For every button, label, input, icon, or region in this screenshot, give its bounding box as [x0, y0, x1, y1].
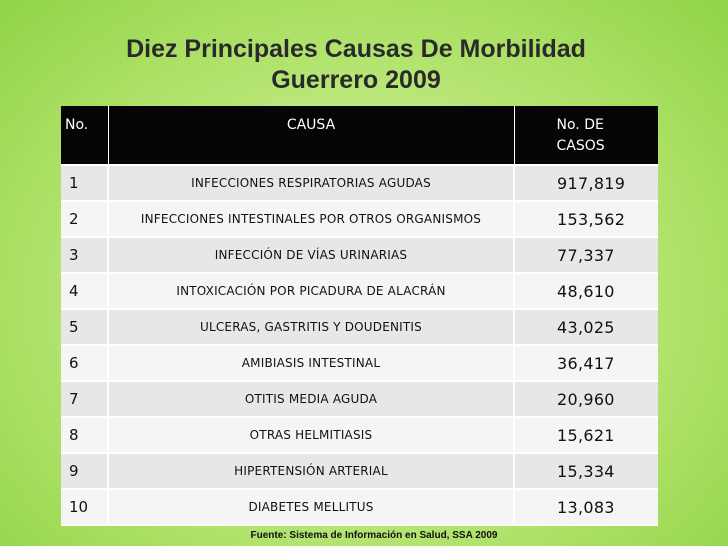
- table-row: 9 HIPERTENSIÓN ARTERIAL 15,334: [61, 453, 658, 490]
- title-line-1: Diez Principales Causas De Morbilidad: [126, 35, 586, 63]
- source-text: Fuente: Sistema de Información en Salud,…: [250, 530, 498, 541]
- row-cause: OTITIS MEDIA AGUDA: [108, 381, 515, 418]
- table-row: 4 INTOXICACIÓN POR PICADURA DE ALACRÁN 4…: [61, 273, 658, 310]
- row-cause: INFECCIONES INTESTINALES POR OTROS ORGAN…: [108, 201, 515, 238]
- header-row: No. CAUSA No. DE CASOS: [61, 106, 658, 166]
- table-row: 10 DIABETES MELLITUS 13,083: [61, 489, 658, 526]
- row-cases: 15,334: [514, 453, 658, 490]
- row-number: 2: [61, 201, 109, 238]
- header-no: No.: [61, 106, 109, 166]
- row-cause: INTOXICACIÓN POR PICADURA DE ALACRÁN: [108, 273, 515, 310]
- row-number: 8: [61, 417, 109, 454]
- row-number: 6: [61, 345, 109, 382]
- row-number: 10: [61, 489, 109, 526]
- row-cause: ULCERAS, GASTRITIS Y DOUDENITIS: [108, 309, 515, 346]
- row-number: 1: [61, 165, 109, 202]
- row-cause: AMIBIASIS INTESTINAL: [108, 345, 515, 382]
- table-row: 1 INFECCIONES RESPIRATORIAS AGUDAS 917,8…: [61, 165, 658, 202]
- row-cause: INFECCIONES RESPIRATORIAS AGUDAS: [108, 165, 515, 202]
- morbidity-table: No. CAUSA No. DE CASOS 1 INFECCIONES RES…: [61, 106, 658, 526]
- row-number: 3: [61, 237, 109, 274]
- row-cases: 13,083: [514, 489, 658, 526]
- table-header: No. CAUSA No. DE CASOS: [61, 106, 658, 166]
- row-cause: DIABETES MELLITUS: [108, 489, 515, 526]
- table-body: 1 INFECCIONES RESPIRATORIAS AGUDAS 917,8…: [61, 165, 658, 526]
- source-note: Fuente: Sistema de Información en Salud,…: [0, 530, 728, 541]
- table-row: 2 INFECCIONES INTESTINALES POR OTROS ORG…: [61, 201, 658, 238]
- title-line-2: Guerrero 2009: [271, 66, 441, 94]
- row-number: 7: [61, 381, 109, 418]
- table-row: 6 AMIBIASIS INTESTINAL 36,417: [61, 345, 658, 382]
- header-casos-line1: No. DE: [556, 117, 604, 133]
- table-row: 3 INFECCIÓN DE VÍAS URINARIAS 77,337: [61, 237, 658, 274]
- row-cases: 15,621: [514, 417, 658, 454]
- row-number: 9: [61, 453, 109, 490]
- row-cause: INFECCIÓN DE VÍAS URINARIAS: [108, 237, 515, 274]
- row-cases: 77,337: [514, 237, 658, 274]
- row-cause: HIPERTENSIÓN ARTERIAL: [108, 453, 515, 490]
- row-number: 4: [61, 273, 109, 310]
- table-row: 7 OTITIS MEDIA AGUDA 20,960: [61, 381, 658, 418]
- row-cases: 36,417: [514, 345, 658, 382]
- header-casos: No. DE CASOS: [514, 106, 658, 166]
- header-casos-line2: CASOS: [556, 138, 605, 154]
- slide-title: Diez Principales Causas De Morbilidad Gu…: [66, 34, 646, 96]
- row-cases: 20,960: [514, 381, 658, 418]
- table-row: 8 OTRAS HELMITIASIS 15,621: [61, 417, 658, 454]
- row-cases: 48,610: [514, 273, 658, 310]
- row-cases: 917,819: [514, 165, 658, 202]
- header-causa: CAUSA: [108, 106, 515, 166]
- row-cause: OTRAS HELMITIASIS: [108, 417, 515, 454]
- row-cases: 153,562: [514, 201, 658, 238]
- row-number: 5: [61, 309, 109, 346]
- row-cases: 43,025: [514, 309, 658, 346]
- table-row: 5 ULCERAS, GASTRITIS Y DOUDENITIS 43,025: [61, 309, 658, 346]
